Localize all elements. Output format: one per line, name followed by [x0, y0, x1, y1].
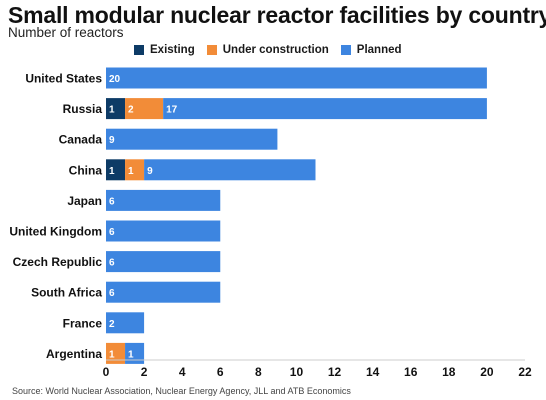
data-label: 6 — [109, 196, 115, 207]
bar-segment — [163, 98, 487, 120]
data-label: 6 — [109, 227, 115, 238]
legend-swatch — [134, 45, 144, 55]
chart-source: Source: World Nuclear Association, Nucle… — [12, 386, 351, 396]
data-label: 17 — [166, 105, 178, 116]
bar-segment — [106, 312, 145, 334]
legend-swatch — [206, 45, 217, 55]
x-tick-label: 18 — [442, 365, 456, 379]
x-tick-label: 2 — [141, 365, 148, 379]
category-label: Argentina — [46, 347, 102, 361]
bar-segment — [106, 159, 126, 181]
legend-item: Existing — [134, 44, 195, 56]
legend-item: Planned — [340, 44, 402, 56]
data-label: 1 — [128, 349, 134, 360]
data-label: 6 — [109, 288, 115, 299]
data-label: 9 — [147, 166, 153, 177]
data-label: 1 — [109, 349, 115, 360]
bar-segment — [125, 342, 145, 364]
bar-segment — [106, 98, 126, 120]
bar-segment — [125, 159, 145, 181]
bar-segment — [106, 189, 221, 211]
bar-segment — [125, 98, 164, 120]
category-label: United Kingdom — [9, 225, 102, 239]
category-label: Canada — [59, 133, 103, 147]
x-tick-label: 8 — [255, 365, 262, 379]
category-label: United States — [25, 72, 102, 86]
bar-segment — [106, 251, 221, 273]
data-label: 1 — [109, 166, 115, 177]
data-label: 9 — [109, 135, 115, 146]
data-label: 2 — [109, 319, 115, 330]
bar-segment — [106, 128, 278, 150]
category-label: Russia — [63, 102, 103, 116]
x-tick-label: 20 — [480, 365, 494, 379]
category-label: France — [63, 316, 103, 330]
x-tick-label: 16 — [404, 365, 418, 379]
category-label: Czech Republic — [13, 255, 103, 269]
bar-segment — [106, 67, 487, 89]
chart-title: Small modular nuclear reactor facilities… — [8, 2, 546, 28]
category-label: Japan — [67, 194, 102, 208]
x-tick-label: 22 — [518, 365, 532, 379]
chart-legend: Existing Under construction Planned — [134, 42, 414, 58]
x-tick-label: 0 — [103, 365, 110, 379]
bar-segment — [106, 220, 221, 242]
legend-item: Under construction — [206, 44, 329, 56]
bar-segment — [144, 159, 316, 181]
bar-segment — [106, 342, 126, 364]
x-tick-label: 6 — [217, 365, 224, 379]
legend-swatch — [340, 45, 351, 55]
data-label: 2 — [128, 105, 134, 116]
data-label: 6 — [109, 258, 115, 269]
x-tick-label: 14 — [366, 365, 380, 379]
x-tick-label: 10 — [290, 365, 304, 379]
category-label: China — [69, 163, 103, 177]
chart-subtitle: Number of reactors — [8, 25, 124, 40]
data-label: 1 — [109, 105, 115, 116]
data-label: 1 — [128, 166, 134, 177]
data-label: 20 — [109, 74, 121, 85]
x-tick-label: 4 — [179, 365, 186, 379]
x-tick-label: 12 — [328, 365, 342, 379]
legend-label: Planned — [356, 44, 402, 56]
category-label: South Africa — [31, 286, 102, 300]
legend-label: Under construction — [222, 44, 329, 56]
legend-label: Existing — [150, 44, 195, 56]
bar-segment — [106, 281, 221, 303]
